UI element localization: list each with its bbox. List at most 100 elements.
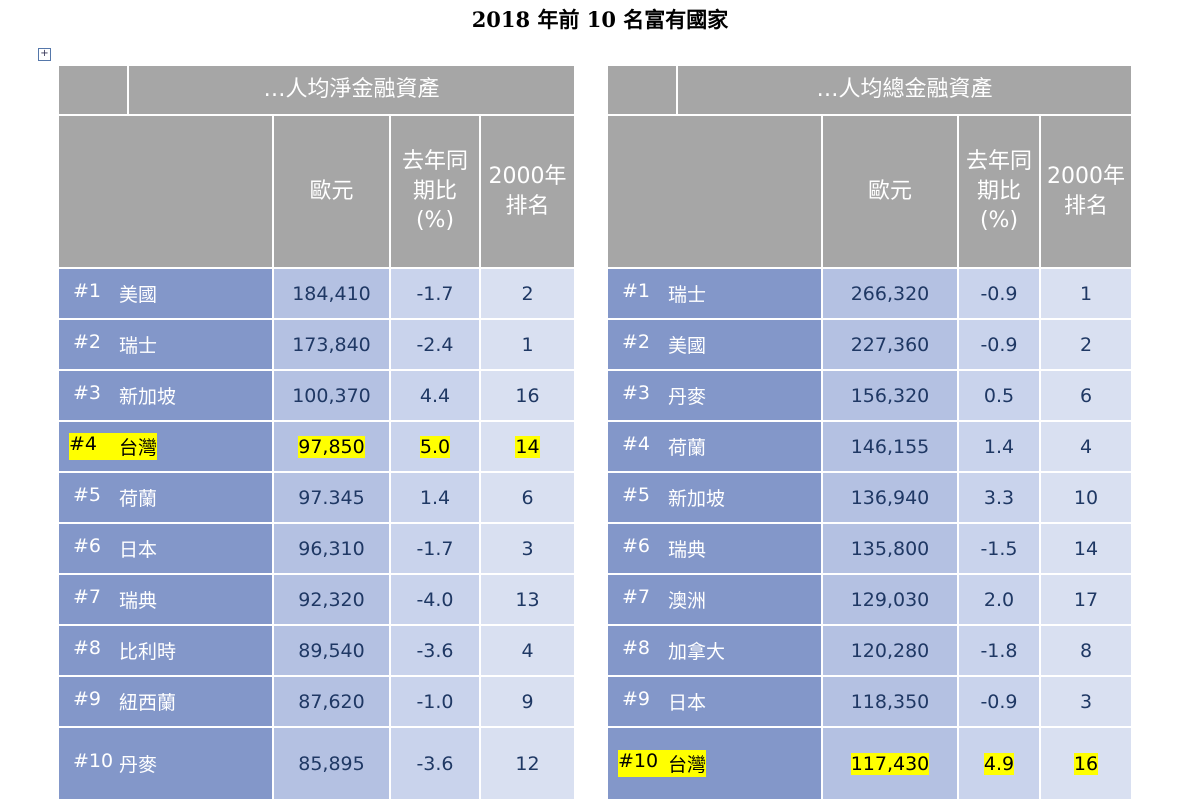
country-cell: #6 日本 (58, 523, 273, 574)
yoy: -1.0 (416, 690, 454, 713)
yoy: 3.3 (983, 486, 1015, 509)
column-header: 去年同期比(%) (390, 115, 480, 268)
value-cell: 12 (480, 727, 575, 800)
rank: #2 (622, 331, 651, 353)
country-cell: #1 瑞士 (607, 268, 822, 319)
yoy: 4.9 (983, 752, 1015, 775)
country-cell: #8 比利時 (58, 625, 273, 676)
rank-2000: 1 (521, 333, 534, 356)
value-cell: -1.8 (958, 625, 1040, 676)
column-header: 歐元 (822, 115, 958, 268)
euro: 120,280 (850, 639, 930, 662)
country-cell: #5 新加坡 (607, 472, 822, 523)
value-cell: -0.9 (958, 676, 1040, 727)
rank-2000: 13 (515, 588, 540, 611)
euro: 156,320 (850, 384, 930, 407)
value-cell: 92,320 (273, 574, 390, 625)
country-label: #6 日本 (59, 535, 157, 562)
rank: #3 (73, 382, 102, 404)
value-cell: 87,620 (273, 676, 390, 727)
value-cell: 9 (480, 676, 575, 727)
value-cell: 1 (1040, 268, 1132, 319)
column-header-text: 去年同期比(%) (401, 148, 468, 234)
value-cell: 227,360 (822, 319, 958, 370)
value-cell: 16 (480, 370, 575, 421)
rank: #2 (73, 331, 102, 353)
rank-2000: 4 (521, 639, 534, 662)
column-header-text: 歐元 (309, 178, 354, 204)
value-cell: -3.6 (390, 727, 480, 800)
country-label: #2 瑞士 (59, 331, 157, 358)
column-header: 歐元 (273, 115, 390, 268)
value-cell: 173,840 (273, 319, 390, 370)
rank-2000: 16 (1073, 752, 1099, 775)
country-label: #5 荷蘭 (59, 484, 157, 511)
country: 澳洲 (668, 590, 707, 612)
rank: #10 (618, 750, 659, 772)
heading-text: …人均淨金融資產 (263, 77, 440, 103)
rank-2000: 3 (1079, 690, 1093, 713)
value-cell: 3 (1040, 676, 1132, 727)
country: 瑞士 (119, 335, 158, 357)
country-cell: #5 荷蘭 (58, 472, 273, 523)
country-label: #9 日本 (608, 688, 706, 715)
rank-2000: 10 (1073, 486, 1099, 509)
value-cell: 2 (480, 268, 575, 319)
column-header: 去年同期比(%) (958, 115, 1040, 268)
rank: #6 (73, 535, 102, 557)
country-label: #10 丹麥 (59, 750, 157, 777)
value-cell: -1.5 (958, 523, 1040, 574)
country-cell: #7 澳洲 (607, 574, 822, 625)
yoy: -0.9 (980, 282, 1018, 305)
country: 日本 (668, 692, 707, 714)
header-cell (58, 115, 273, 268)
value-cell: 117,430 (822, 727, 958, 800)
value-cell: 118,350 (822, 676, 958, 727)
euro: 136,940 (850, 486, 930, 509)
yoy: -1.8 (980, 639, 1018, 662)
value-cell: -1.7 (390, 268, 480, 319)
country-cell: #9 紐西蘭 (58, 676, 273, 727)
value-cell: 266,320 (822, 268, 958, 319)
country-label: #4 荷蘭 (608, 433, 706, 460)
rank: #4 (69, 433, 98, 455)
country-label: #9 紐西蘭 (59, 688, 176, 715)
yoy: -1.5 (980, 537, 1018, 560)
rank: #5 (622, 484, 651, 506)
country-cell: #2 瑞士 (58, 319, 273, 370)
country-label: #8 加拿大 (608, 637, 725, 664)
country-label: #8 比利時 (59, 637, 176, 664)
country-label: #5 新加坡 (608, 484, 725, 511)
country: 荷蘭 (119, 488, 158, 510)
rank: #5 (73, 484, 102, 506)
country-label: #7 澳洲 (608, 586, 706, 613)
column-header-text: 歐元 (867, 178, 912, 204)
rank-2000: 2 (521, 282, 534, 305)
country-label: #1 瑞士 (608, 280, 706, 307)
value-cell: 16 (1040, 727, 1132, 800)
rank: #9 (622, 688, 651, 710)
country: 美國 (668, 335, 707, 357)
country: 美國 (119, 284, 158, 306)
yoy: 1.4 (983, 435, 1015, 458)
value-cell: -2.4 (390, 319, 480, 370)
yoy: -4.0 (416, 588, 454, 611)
value-cell: 14 (1040, 523, 1132, 574)
euro: 129,030 (850, 588, 930, 611)
country: 新加坡 (668, 488, 726, 510)
country-label: #4 台灣 (69, 433, 158, 460)
value-cell: 100,370 (273, 370, 390, 421)
table-heading: …人均淨金融資產 (128, 65, 575, 115)
table-heading: …人均總金融資產 (677, 65, 1132, 115)
rank: #3 (622, 382, 651, 404)
yoy: -3.6 (416, 752, 454, 775)
euro: 266,320 (850, 282, 930, 305)
euro: 96,310 (298, 537, 365, 560)
country-label: #7 瑞典 (59, 586, 157, 613)
rank-2000: 17 (1073, 588, 1099, 611)
euro: 85,895 (298, 752, 365, 775)
value-cell: 6 (480, 472, 575, 523)
rank-2000: 6 (521, 486, 534, 509)
country: 瑞典 (119, 590, 158, 612)
